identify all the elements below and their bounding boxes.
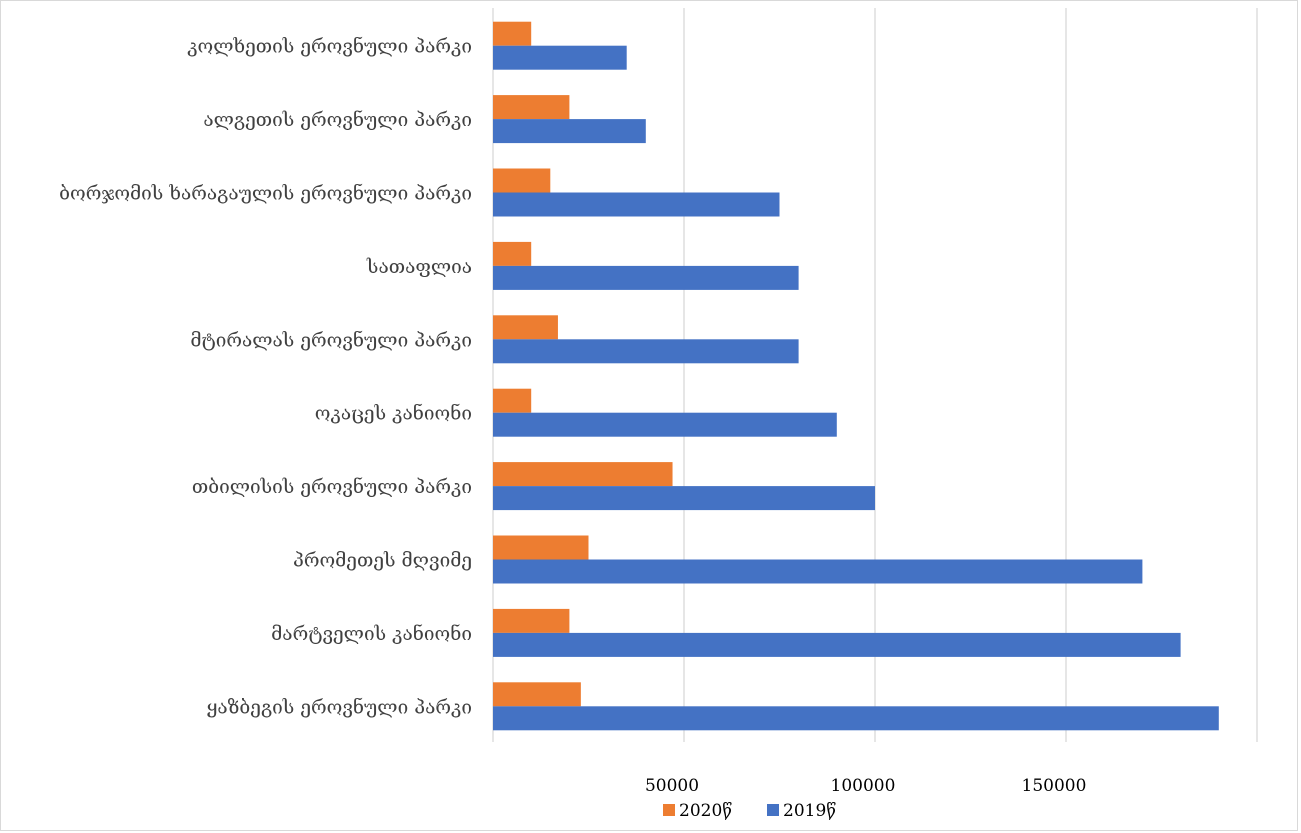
bar-2019 — [493, 265, 799, 290]
legend-swatch — [663, 804, 675, 816]
category-label: კოლხეთის ეროვნული პარკი — [187, 36, 472, 58]
bar-2020 — [493, 241, 532, 266]
bar-2019 — [493, 632, 1181, 657]
category-labels: ყაზბეგის ეროვნული პარკი მარტველის კანიონი… — [59, 36, 472, 719]
bar-2019 — [493, 486, 875, 511]
bar-2020 — [493, 535, 589, 560]
legend-label: 2019წ — [783, 801, 836, 821]
bar-2019 — [493, 412, 837, 437]
bar-2020 — [493, 95, 570, 120]
bar-2019 — [493, 45, 627, 70]
category-label: ყაზბეგის ეროვნული პარკი — [207, 696, 472, 718]
x-tick-label: 100000 — [831, 776, 896, 796]
bar-2019 — [493, 706, 1219, 731]
category-label: ბორჯომის ხარაგაულის ეროვნული პარკი — [59, 183, 472, 205]
category-label: მტირალას ეროვნული პარკი — [190, 329, 472, 351]
x-tick-label: 50000 — [645, 776, 699, 796]
category-label: მარტველის კანიონი — [271, 623, 472, 645]
bar-2020 — [493, 388, 532, 413]
legend: 2020წ 2019წ — [663, 801, 836, 821]
bar-2019 — [493, 339, 799, 364]
bar-2020 — [493, 168, 551, 193]
bar-2020 — [493, 608, 570, 633]
legend-label: 2020წ — [679, 801, 732, 821]
bar-2019 — [493, 559, 1143, 584]
bar-2020 — [493, 462, 673, 487]
x-tick-label: 150000 — [1022, 776, 1087, 796]
gridlines — [492, 8, 1258, 742]
bar-2020 — [493, 682, 581, 707]
category-label: ოკაცეს კანიონი — [315, 403, 472, 425]
bars — [493, 21, 1219, 731]
category-label: თბილისის ეროვნული პარკი — [192, 476, 472, 498]
category-label: პრომეთეს მღვიმე — [293, 550, 472, 572]
legend-swatch — [767, 804, 779, 816]
bar-2019 — [493, 192, 780, 217]
bar-2020 — [493, 315, 558, 340]
x-tick-labels: 50000 100000 150000 — [645, 776, 1087, 796]
bar-2020 — [493, 21, 532, 46]
category-label: ალგეთის ეროვნული პარკი — [203, 109, 472, 131]
category-label: სათაფლია — [366, 256, 472, 278]
bar-2019 — [493, 119, 646, 144]
